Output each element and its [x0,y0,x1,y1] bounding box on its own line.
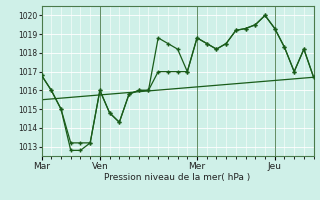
X-axis label: Pression niveau de la mer( hPa ): Pression niveau de la mer( hPa ) [104,173,251,182]
